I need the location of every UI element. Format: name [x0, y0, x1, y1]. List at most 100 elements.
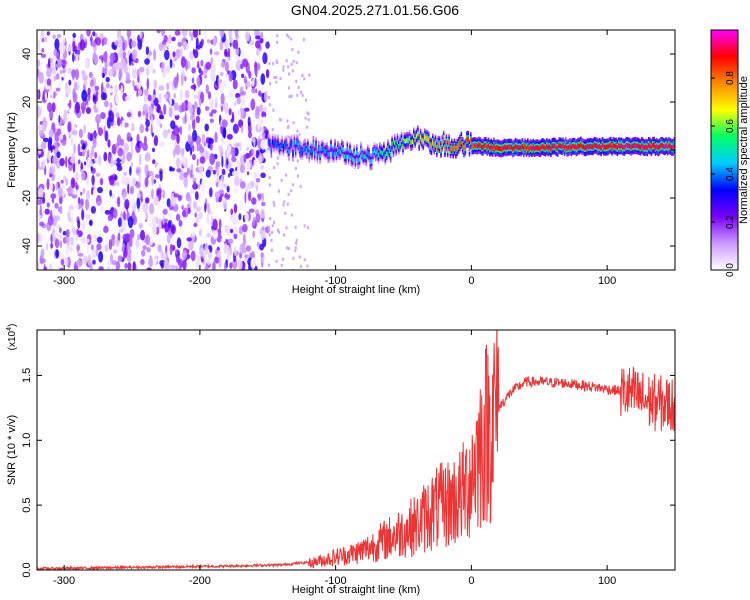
heatmap-noise-blob	[126, 178, 131, 182]
heatmap-noise-blob	[129, 235, 133, 248]
heatmap-ridge-cell	[672, 145, 674, 150]
heatmap-ridge-cell	[436, 146, 438, 152]
heatmap-noise-blob	[240, 63, 244, 70]
heatmap-ridge-cell	[437, 141, 439, 147]
heatmap-noise-blob	[218, 256, 222, 269]
heatmap-sparse-dot	[288, 86, 290, 90]
heatmap-ridge-cell	[582, 144, 585, 150]
heatmap-noise-blob	[217, 77, 220, 87]
heatmap-noise-blob	[234, 101, 237, 107]
heatmap-noise-blob	[155, 125, 162, 135]
heatmap-ridge-cell	[328, 152, 331, 157]
heatmap-noise-blob	[162, 213, 165, 225]
heatmap-ridge-cell	[506, 144, 509, 150]
heatmap-noise-blob	[96, 99, 102, 110]
heatmap-ridge-cell	[552, 143, 555, 149]
heatmap-ridge-cell	[550, 146, 552, 152]
heatmap-noise-blob	[116, 134, 122, 147]
heatmap-noise-blob	[262, 116, 266, 122]
heatmap-noise-blob	[54, 38, 60, 51]
heatmap-noise-blob	[103, 225, 109, 234]
heatmap-ridge-cell	[567, 145, 570, 151]
heatmap-noise-blob	[39, 221, 45, 227]
heatmap-noise-blob	[212, 36, 217, 47]
heatmap-ridge-cell	[493, 143, 495, 149]
heatmap-ridge-cell	[551, 144, 554, 149]
heatmap-noise-blob	[170, 196, 177, 207]
heatmap-noise-blob	[215, 249, 218, 256]
heatmap-noise-blob	[138, 172, 142, 185]
heatmap-sparse-dot	[299, 184, 302, 188]
heatmap-noise-blob	[161, 30, 165, 37]
heatmap-noise-blob	[235, 47, 240, 56]
heatmap-noise-blob	[71, 217, 74, 229]
heatmap-noise-blob	[88, 220, 93, 226]
heatmap-noise-blob	[130, 262, 133, 269]
heatmap-ridge-cell	[391, 141, 393, 147]
heatmap-noise-blob	[53, 48, 58, 57]
heatmap-sparse-dot	[292, 141, 295, 145]
heatmap-noise-blob	[225, 149, 227, 160]
heatmap-noise-blob	[204, 202, 207, 213]
heatmap-noise-blob	[208, 244, 212, 250]
heatmap-sparse-dot	[282, 65, 285, 69]
heatmap-ridge-cell	[351, 156, 354, 162]
heatmap-noise-blob	[55, 87, 61, 92]
heatmap-noise-blob	[190, 32, 194, 42]
heatmap-ridge-cell	[578, 143, 581, 149]
heatmap-noise-blob	[228, 108, 232, 116]
heatmap-sparse-dot	[276, 61, 279, 65]
heatmap-noise-blob	[228, 173, 231, 178]
heatmap-noise-blob	[158, 92, 162, 104]
heatmap-noise-blob	[183, 101, 187, 112]
heatmap-noise-blob	[158, 217, 162, 230]
heatmap-noise-blob	[210, 62, 216, 74]
heatmap-ridge-cell	[556, 145, 559, 151]
colorbar-tick-label: 0.6	[725, 119, 736, 133]
heatmap-ridge-cell	[575, 145, 578, 150]
heatmap-ridge-cell	[370, 159, 373, 164]
heatmap-ridge-cell	[354, 158, 357, 164]
heatmap-sparse-dot	[282, 68, 285, 72]
heatmap-noise-blob	[209, 118, 214, 123]
heatmap-noise-blob	[236, 96, 241, 105]
heatmap-noise-blob	[208, 137, 212, 144]
heatmap-noise-blob	[132, 197, 135, 208]
heatmap-noise-blob	[130, 185, 134, 194]
heatmap-ridge-cell	[461, 143, 464, 148]
heatmap-sparse-dot	[283, 233, 285, 237]
heatmap-noise-blob	[97, 200, 101, 206]
heatmap-noise-blob	[176, 133, 180, 144]
heatmap-ridge-cell	[429, 143, 431, 149]
heatmap-noise-blob	[80, 162, 84, 170]
heatmap-noise-blob	[220, 237, 226, 243]
heatmap-noise-blob	[207, 143, 211, 149]
heatmap-noise-blob	[50, 181, 54, 191]
heatmap-noise-blob	[96, 236, 103, 243]
heatmap-noise-blob	[46, 178, 50, 190]
heatmap-sparse-dot	[292, 256, 295, 260]
heatmap-sparse-dot	[297, 50, 300, 54]
heatmap-sparse-dot	[270, 238, 273, 242]
heatmap-noise-blob	[77, 80, 80, 86]
heatmap-noise-blob	[85, 107, 91, 114]
heatmap-ridge-cell	[332, 152, 335, 157]
heatmap-ridge-cell	[521, 144, 524, 149]
heatmap-noise-blob	[242, 58, 249, 68]
heatmap-noise-blob	[111, 264, 117, 270]
heatmap-noise-blob	[261, 226, 265, 231]
heatmap-sparse-dot	[303, 258, 306, 262]
heatmap-noise-blob	[221, 61, 225, 67]
heatmap-noise-blob	[189, 135, 193, 142]
heatmap-noise-blob	[181, 205, 184, 210]
heatmap-noise-blob	[212, 229, 219, 240]
heatmap-ridge-cell	[361, 152, 363, 158]
heatmap-noise-blob	[217, 228, 222, 235]
heatmap-sparse-dot	[269, 217, 271, 220]
heatmap-noise-blob	[142, 245, 147, 251]
heatmap-ridge-cell	[364, 154, 366, 159]
heatmap-ridge-cell	[607, 144, 609, 150]
heatmap-sparse-dot	[296, 129, 299, 133]
heatmap-noise-blob	[60, 258, 65, 266]
heatmap-ridge-cell	[368, 151, 370, 157]
